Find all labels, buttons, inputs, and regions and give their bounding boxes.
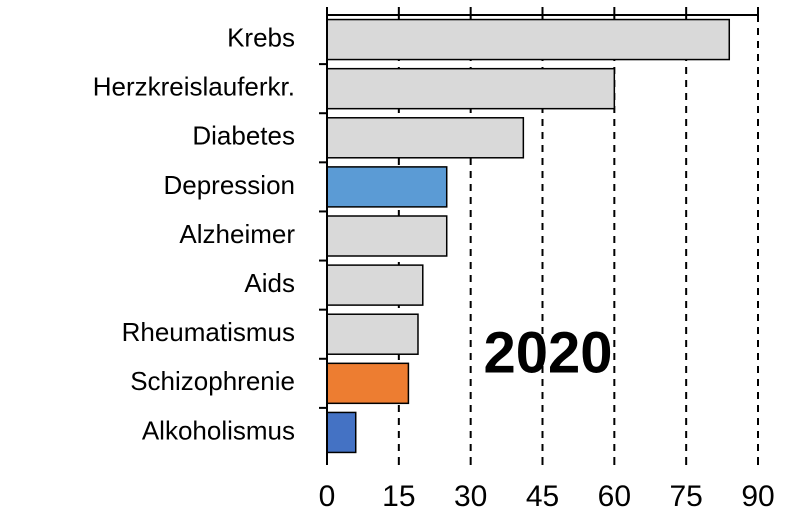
bar — [326, 117, 525, 159]
bar — [326, 166, 448, 208]
x-tick-label: 0 — [319, 480, 336, 513]
y-tick-label: Aids — [244, 268, 295, 298]
bar — [326, 18, 731, 61]
bar — [326, 362, 410, 405]
y-tick-label: Schizophrenie — [130, 366, 295, 396]
y-tick-label: Alkoholismus — [142, 415, 295, 445]
y-tick-label: Herzkreislauferkr. — [93, 72, 295, 102]
x-tick-label: 60 — [598, 480, 631, 513]
x-tick-label: 90 — [741, 480, 774, 513]
x-tick-label: 15 — [382, 480, 415, 513]
y-tick-label: Rheumatismus — [122, 317, 295, 347]
y-tick-label: Krebs — [227, 22, 295, 52]
y-tick-label: Depression — [163, 170, 295, 200]
x-tick-label: 45 — [526, 480, 559, 513]
bar — [326, 67, 616, 110]
bar — [326, 411, 357, 454]
bar — [326, 215, 448, 257]
bar — [326, 313, 419, 355]
x-tick-label: 75 — [669, 480, 702, 513]
annotation: 2020 — [483, 320, 612, 385]
x-tick-label: 30 — [454, 480, 487, 513]
y-tick-label: Diabetes — [192, 121, 295, 151]
y-tick-label: Alzheimer — [179, 219, 295, 249]
bar — [326, 264, 424, 306]
